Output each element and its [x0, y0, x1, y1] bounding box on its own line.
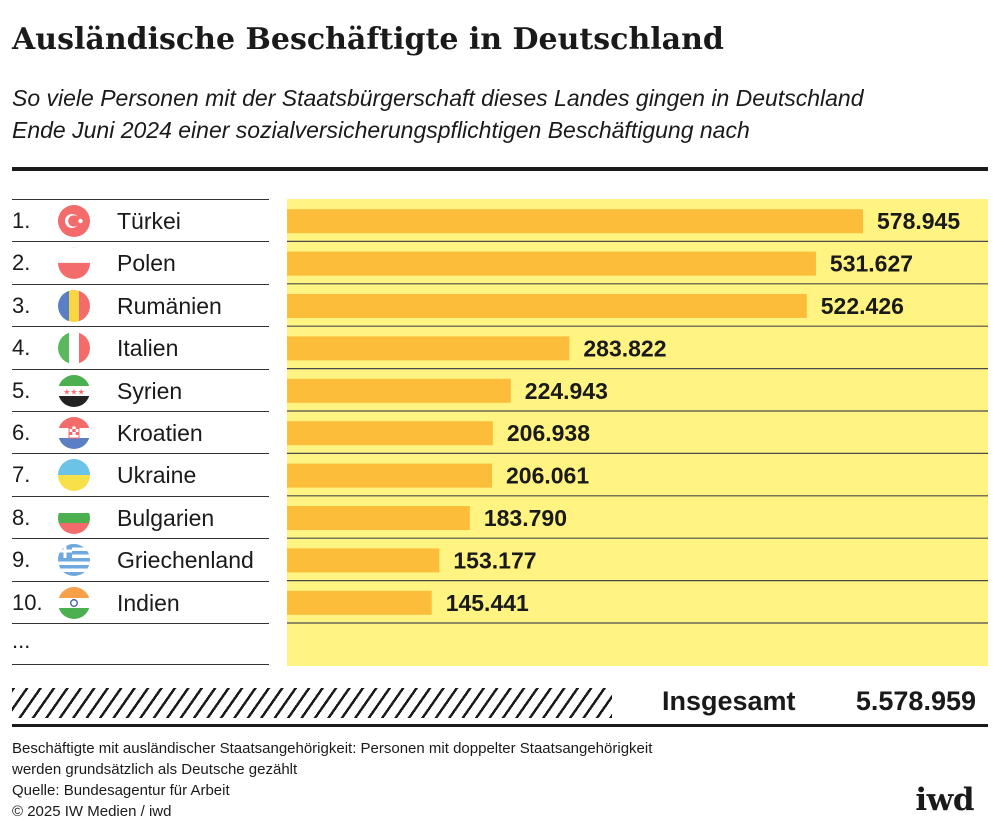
bar-value-label: 153.177	[453, 547, 536, 573]
table-row: 7. Ukraine	[12, 453, 269, 495]
bar-value-label: 224.943	[525, 378, 608, 404]
bar	[287, 378, 511, 403]
source-line: Quelle: Bundesagentur für Arbeit	[12, 782, 230, 799]
bar-value-label: 145.441	[446, 590, 529, 616]
more-rows-indicator: ...	[12, 627, 31, 653]
poland-flag-icon	[58, 247, 90, 280]
footnote-line: Beschäftigte mit ausländischer Staatsang…	[12, 740, 653, 757]
country-label: Griechenland	[117, 547, 254, 574]
bar	[287, 421, 493, 446]
footnote: Beschäftigte mit ausländischer Staatsang…	[12, 738, 652, 822]
bar	[287, 590, 432, 615]
hatch-pattern	[12, 688, 612, 718]
bar-value-label: 206.938	[507, 420, 590, 446]
bar-chart: 578.945 531.627 522.426 283.822 224.943 206.9…	[287, 208, 988, 624]
bulgaria-flag-icon	[58, 501, 90, 534]
greece-flag-icon	[58, 544, 90, 577]
table-row: 6. Kroatien	[12, 410, 269, 453]
syria-flag-icon: ★★★	[58, 374, 90, 407]
table-row: 2. Polen	[12, 241, 269, 283]
table-row: ...	[12, 622, 269, 666]
subtitle-line: So viele Personen mit der Staatsbürgersc…	[12, 85, 864, 111]
country-label: Polen	[117, 250, 176, 277]
subtitle-line: Ende Juni 2024 einer sozialversicherungs…	[12, 117, 750, 143]
top-rule	[12, 167, 988, 171]
table-row: 1. Türkei	[12, 199, 269, 241]
country-label: Kroatien	[117, 419, 203, 446]
country-label: Syrien	[117, 377, 183, 404]
rank-label: 1.	[12, 208, 31, 233]
rank-label: 2.	[12, 250, 31, 276]
bar-value-label: 283.822	[583, 335, 666, 361]
turkey-flag-icon	[58, 205, 90, 237]
bar-value-label: 183.790	[484, 505, 567, 531]
rank-label: 3.	[12, 292, 31, 318]
bar-value-label: 206.061	[506, 463, 589, 489]
footnote-line: werden grundsätzlich als Deutsche gezähl…	[12, 761, 298, 778]
bar	[287, 506, 470, 530]
iwd-logo: iwd	[915, 782, 974, 818]
rank-label: 4.	[12, 335, 31, 361]
total-value: 5.578.959	[855, 686, 976, 716]
chart-subtitle: So viele Personen mit der Staatsbürgersc…	[12, 82, 864, 146]
table-row: 10. Indien	[12, 580, 269, 623]
rank-label: 5.	[12, 377, 31, 403]
rank-label: 8.	[12, 504, 31, 530]
table-row: 5. ★★★ Syrien	[12, 368, 269, 411]
country-label: Rumänien	[117, 292, 222, 319]
bar-value-label: 522.426	[821, 293, 904, 319]
bottom-rule	[12, 724, 988, 727]
bar	[287, 463, 493, 488]
bar	[287, 251, 816, 276]
table-row: 4. Italien	[12, 326, 269, 368]
country-label-column: 1. Türkei 2. Polen 3. Rumänien 4. Italie…	[12, 199, 269, 666]
table-row: 9. Griechenland	[12, 538, 269, 580]
rank-label: 6.	[12, 419, 31, 445]
total-label: Insgesamt	[662, 686, 796, 716]
croatia-flag-icon	[58, 416, 90, 449]
italy-flag-icon	[58, 332, 90, 365]
rank-label: 10.	[12, 589, 43, 615]
bar	[287, 336, 570, 361]
bar	[287, 209, 863, 234]
bar-value-label: 531.627	[830, 251, 913, 277]
india-flag-icon	[58, 586, 90, 619]
copyright-line: © 2025 IW Medien / iwd	[12, 803, 172, 820]
country-label: Italien	[117, 335, 179, 362]
svg-text:★★★: ★★★	[63, 387, 85, 396]
rank-label: 9.	[12, 547, 31, 573]
table-row: 8. Bulgarien	[12, 495, 269, 538]
chart-title: Ausländische Beschäftigte in Deutschland	[12, 22, 724, 57]
bar	[287, 548, 440, 573]
rank-label: 7.	[12, 462, 31, 488]
country-label: Ukraine	[117, 462, 197, 489]
table-row: 3. Rumänien	[12, 283, 269, 326]
country-label: Indien	[117, 589, 180, 616]
country-label: Bulgarien	[117, 504, 215, 531]
country-label: Türkei	[117, 208, 181, 234]
bar-value-label: 578.945	[877, 208, 960, 234]
ukraine-flag-icon	[58, 459, 90, 492]
romania-flag-icon	[58, 289, 90, 322]
bar	[287, 294, 807, 318]
